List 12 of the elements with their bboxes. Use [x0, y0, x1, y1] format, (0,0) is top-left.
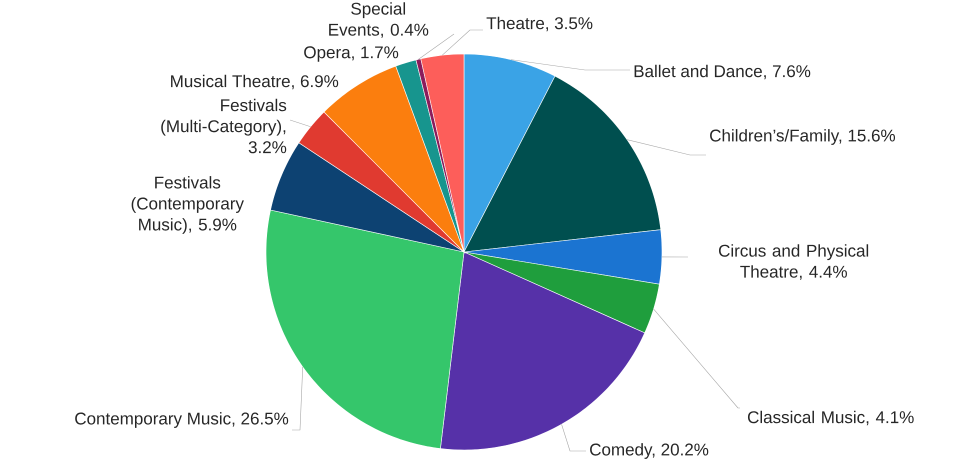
slice-label: Festivals (Multi-Category), 3.2% [161, 98, 286, 154]
slice-label: Musical Theatre, 6.9% [171, 74, 338, 90]
slice-label: Classical Music, 4.1% [748, 410, 914, 426]
slice-label: Circus and Physical Theatre, 4.4% [718, 244, 868, 280]
slice-label: Contemporary Music, 26.5% [75, 412, 288, 428]
slice-label: Festivals (Contemporary Music), 5.9% [132, 176, 244, 234]
slice-label: Special Events, 0.4% [329, 2, 428, 38]
slice-label: Comedy, 20.2% [590, 443, 708, 459]
slice-label: Theatre, 3.5% [486, 16, 592, 32]
slice-label: Opera, 1.7% [304, 46, 398, 62]
slice-label: Children’s/Family, 15.6% [710, 129, 896, 145]
slice-label: Ballet and Dance, 7.6% [634, 64, 810, 80]
